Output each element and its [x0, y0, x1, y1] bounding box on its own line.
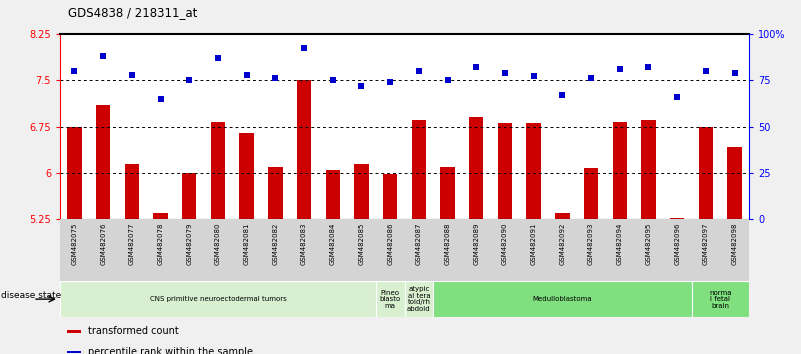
Point [614, 66, 626, 72]
Point [699, 68, 712, 74]
Bar [469, 117, 484, 219]
Text: GSM482093: GSM482093 [588, 223, 594, 265]
Bar [125, 164, 139, 219]
Text: GSM482086: GSM482086 [387, 223, 393, 265]
Text: GSM482081: GSM482081 [244, 223, 250, 265]
Point [355, 83, 368, 88]
Text: GSM482076: GSM482076 [100, 223, 106, 265]
Point [527, 74, 540, 79]
Point [240, 72, 253, 78]
Text: GSM482079: GSM482079 [187, 223, 192, 265]
Bar [376, 281, 405, 317]
Point [183, 77, 195, 83]
Point [413, 68, 425, 74]
Text: GSM482088: GSM482088 [445, 223, 450, 265]
Bar [613, 122, 627, 219]
Bar [60, 281, 376, 317]
Text: CNS primitive neuroectodermal tumors: CNS primitive neuroectodermal tumors [150, 296, 286, 302]
Point [126, 72, 139, 78]
Text: GSM482090: GSM482090 [502, 223, 508, 265]
Bar [691, 281, 749, 317]
Bar [67, 330, 81, 333]
Point [728, 70, 741, 75]
Text: GSM482098: GSM482098 [731, 223, 738, 265]
Bar [727, 147, 742, 219]
Text: GSM482083: GSM482083 [301, 223, 307, 265]
Point [585, 75, 598, 81]
Point [154, 96, 167, 102]
Bar [584, 168, 598, 219]
Bar [698, 127, 713, 219]
Text: atypic
al tera
toid/rh
abdoid: atypic al tera toid/rh abdoid [407, 286, 431, 312]
Bar [670, 218, 684, 219]
Text: GSM482080: GSM482080 [215, 223, 221, 265]
Bar [433, 281, 691, 317]
Text: GSM482092: GSM482092 [559, 223, 566, 265]
Bar [441, 167, 455, 219]
Text: GSM482097: GSM482097 [703, 223, 709, 265]
Bar [383, 174, 397, 219]
Bar [642, 120, 656, 219]
Text: GSM482084: GSM482084 [330, 223, 336, 265]
Point [441, 77, 454, 83]
Text: GSM482089: GSM482089 [473, 223, 479, 265]
Point [642, 64, 655, 70]
Point [211, 55, 224, 61]
Text: GSM482095: GSM482095 [646, 223, 651, 265]
Point [556, 92, 569, 98]
Bar [211, 122, 225, 219]
Point [97, 53, 110, 59]
Bar [325, 170, 340, 219]
Text: GSM482075: GSM482075 [71, 223, 78, 265]
Point [269, 75, 282, 81]
Text: GSM482077: GSM482077 [129, 223, 135, 265]
Point [498, 70, 511, 75]
Point [326, 77, 339, 83]
Text: norma
l fetal
brain: norma l fetal brain [709, 290, 731, 309]
Text: GSM482096: GSM482096 [674, 223, 680, 265]
Bar [239, 133, 254, 219]
Text: GDS4838 / 218311_at: GDS4838 / 218311_at [68, 6, 198, 19]
Bar [67, 351, 81, 353]
Bar [405, 281, 433, 317]
Text: transformed count: transformed count [87, 326, 179, 336]
Bar [67, 127, 82, 219]
Point [384, 79, 396, 85]
Point [670, 94, 683, 99]
Bar [354, 164, 368, 219]
Text: GSM482085: GSM482085 [359, 223, 364, 265]
Bar [96, 105, 111, 219]
Bar [182, 173, 196, 219]
Bar [555, 213, 570, 219]
Text: GSM482078: GSM482078 [158, 223, 163, 265]
Bar [412, 120, 426, 219]
Text: percentile rank within the sample: percentile rank within the sample [87, 347, 252, 354]
Point [298, 46, 311, 51]
Point [470, 64, 483, 70]
Bar [497, 124, 512, 219]
Text: disease state: disease state [1, 291, 61, 300]
Text: GSM482091: GSM482091 [531, 223, 537, 265]
Bar [268, 167, 283, 219]
Bar [153, 213, 167, 219]
Text: Pineo
blasto
ma: Pineo blasto ma [380, 290, 400, 309]
Text: Medulloblastoma: Medulloblastoma [533, 296, 592, 302]
Text: GSM482087: GSM482087 [416, 223, 422, 265]
Bar [526, 124, 541, 219]
Text: GSM482094: GSM482094 [617, 223, 622, 265]
Text: GSM482082: GSM482082 [272, 223, 278, 265]
Point [68, 68, 81, 74]
Bar [297, 80, 312, 219]
